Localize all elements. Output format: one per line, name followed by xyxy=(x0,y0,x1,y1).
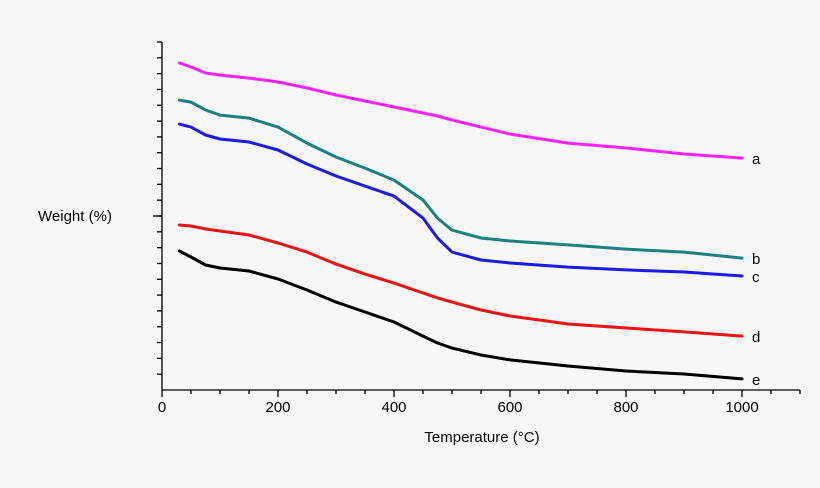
series-line xyxy=(177,61,744,160)
series-label: e xyxy=(752,372,760,389)
series-line xyxy=(177,223,744,338)
series-label: d xyxy=(752,329,760,346)
x-tick-label: 1000 xyxy=(725,399,758,416)
series-label: b xyxy=(752,251,760,268)
series-label: a xyxy=(752,151,761,168)
x-tick-label: 400 xyxy=(381,399,406,416)
x-tick-label: 800 xyxy=(613,399,638,416)
x-tick-label: 200 xyxy=(265,399,290,416)
series-line xyxy=(177,122,744,278)
x-tick-label: 600 xyxy=(497,399,522,416)
x-tick-label: 0 xyxy=(158,399,166,416)
x-axis-title: Temperature (°C) xyxy=(424,429,539,446)
series-line xyxy=(177,98,744,260)
series-label: c xyxy=(752,269,760,286)
series-line xyxy=(177,249,744,381)
y-axis-title: Weight (%) xyxy=(38,208,112,225)
